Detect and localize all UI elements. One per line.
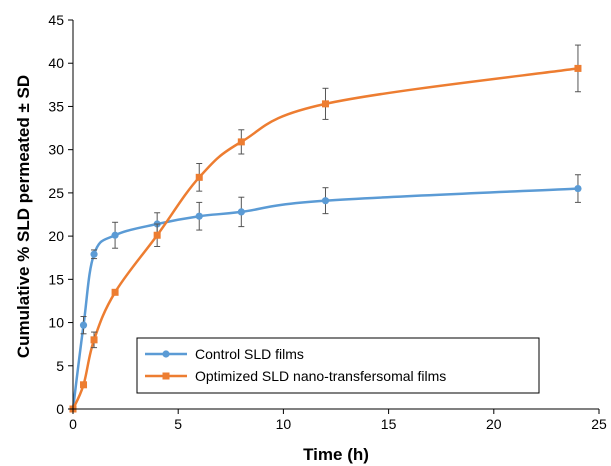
series-line bbox=[71, 67, 579, 410]
x-axis-title: Time (h) bbox=[303, 445, 369, 464]
legend-label: Optimized SLD nano-transfersomal films bbox=[195, 368, 446, 384]
y-tick-label: 35 bbox=[48, 98, 64, 114]
x-tick-label: 15 bbox=[381, 416, 397, 432]
y-tick-label: 15 bbox=[48, 271, 64, 287]
y-tick-label: 25 bbox=[48, 185, 64, 201]
data-point bbox=[80, 381, 88, 389]
legend-box bbox=[136, 337, 540, 394]
x-tick-label: 5 bbox=[174, 416, 182, 432]
legend-marker bbox=[162, 350, 170, 358]
y-tick-label: 30 bbox=[48, 142, 64, 158]
data-point bbox=[79, 321, 88, 329]
data-point bbox=[90, 250, 98, 258]
axes-layer bbox=[72, 20, 599, 410]
x-tick-label: 0 bbox=[69, 416, 77, 432]
legend: Control SLD films Optimized SLD nano-tran… bbox=[136, 337, 540, 394]
x-tick-label: 25 bbox=[591, 416, 607, 432]
ticks-layer: 0 5 10 15 20 25 0 5 10 15 20 25 30 35 40 45 bbox=[48, 12, 607, 432]
data-point bbox=[195, 173, 203, 181]
legend-item-2: Optimized SLD nano-transfersomal films bbox=[145, 368, 446, 384]
series-line bbox=[71, 187, 579, 410]
y-tick-label: 45 bbox=[48, 12, 64, 28]
y-tick-label: 20 bbox=[48, 228, 64, 244]
y-tick-label: 5 bbox=[56, 358, 64, 374]
legend-marker bbox=[162, 372, 170, 380]
y-tick-label: 40 bbox=[48, 55, 64, 71]
data-point bbox=[321, 197, 330, 205]
x-tick-label: 20 bbox=[486, 416, 502, 432]
data-point bbox=[237, 208, 245, 216]
data-point bbox=[111, 231, 119, 239]
series-layer bbox=[69, 44, 582, 413]
series-2 bbox=[69, 44, 582, 413]
data-point bbox=[90, 336, 98, 344]
y-axis-title: Cumulative % SLD permeated ± SD bbox=[14, 75, 33, 358]
data-point bbox=[574, 64, 582, 72]
data-point bbox=[237, 138, 245, 146]
y-tick-label: 0 bbox=[56, 401, 64, 417]
data-point bbox=[195, 212, 203, 220]
data-point bbox=[574, 184, 582, 193]
legend-items: Control SLD films Optimized SLD nano-tran… bbox=[145, 346, 446, 384]
y-tick-label: 10 bbox=[48, 315, 64, 331]
x-tick-label: 10 bbox=[276, 416, 292, 432]
data-point bbox=[321, 100, 329, 108]
data-point bbox=[111, 288, 119, 296]
legend-item-1: Control SLD films bbox=[145, 346, 304, 362]
legend-label: Control SLD films bbox=[195, 346, 304, 362]
data-point bbox=[153, 231, 161, 239]
